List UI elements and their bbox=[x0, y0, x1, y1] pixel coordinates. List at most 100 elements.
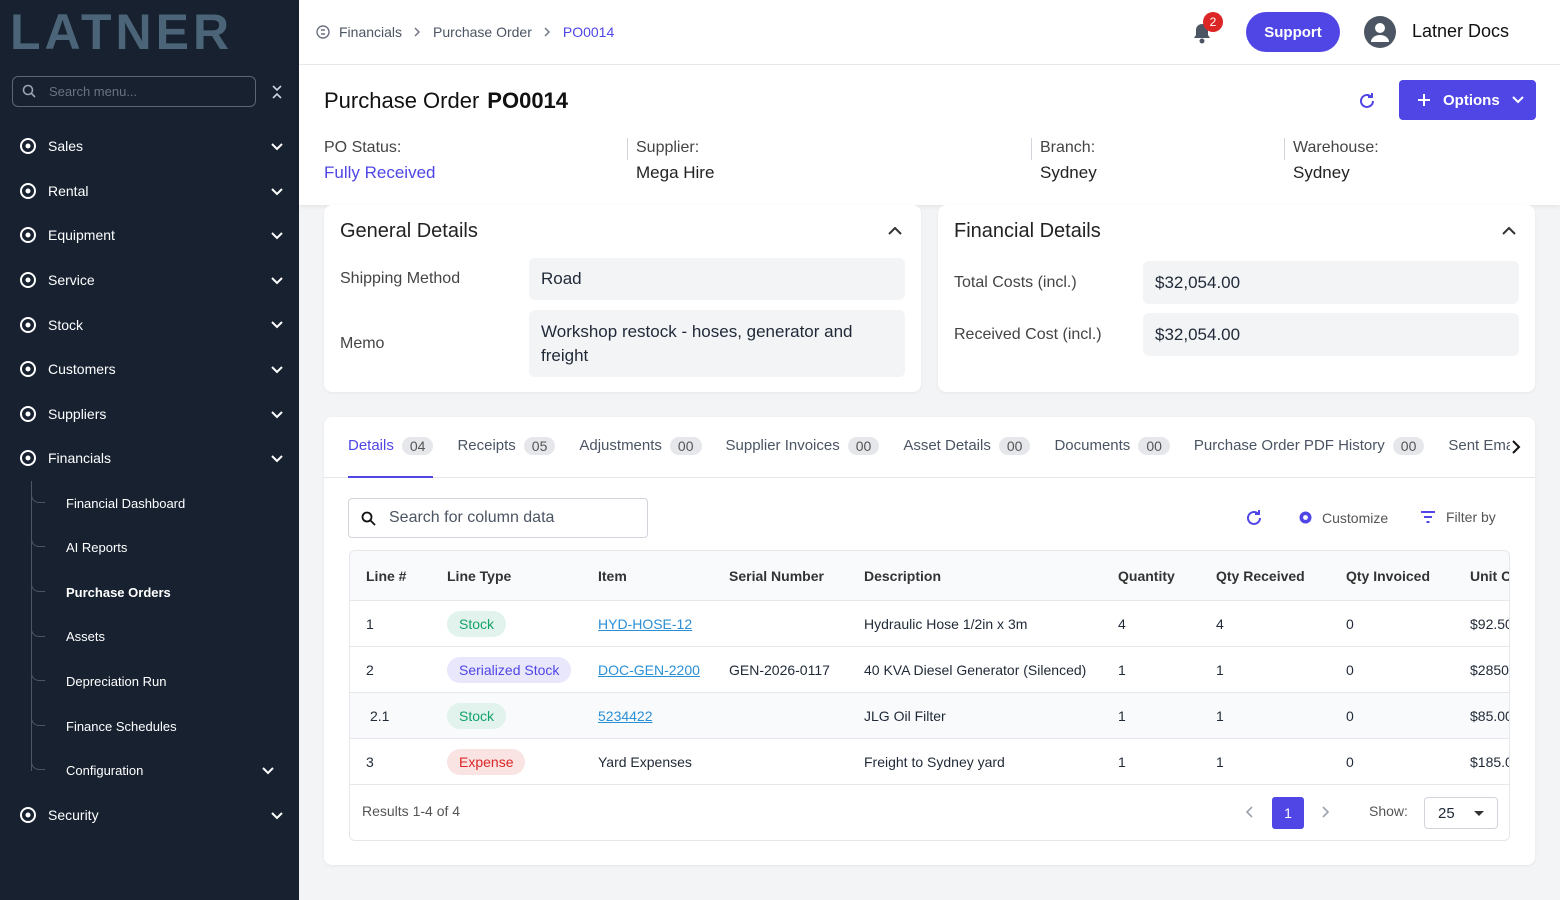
user-name[interactable]: Latner Docs bbox=[1412, 21, 1510, 41]
menu-label: Service bbox=[48, 272, 95, 289]
tab[interactable]: Details 04 bbox=[348, 431, 434, 478]
cell: 1 bbox=[1216, 753, 1224, 770]
menu-item[interactable]: Sales bbox=[0, 124, 299, 169]
status-value: Fully Received bbox=[324, 163, 436, 182]
page-size-select[interactable]: 25 bbox=[1424, 797, 1498, 829]
tab-label: Purchase Order PDF History bbox=[1193, 437, 1385, 454]
cell: $92.50 bbox=[1470, 615, 1510, 632]
breadcrumb: Financials Purchase Order PO0014 bbox=[315, 20, 614, 44]
column-search[interactable]: Search for column data bbox=[348, 498, 648, 538]
submenu-item[interactable]: AI Reports bbox=[0, 525, 299, 570]
table-refresh[interactable] bbox=[1244, 508, 1264, 528]
submenu-item[interactable]: Assets bbox=[0, 615, 299, 660]
plus-icon bbox=[1418, 94, 1430, 106]
tab[interactable]: Asset Details 00 bbox=[903, 431, 1031, 478]
support-button[interactable]: Support bbox=[1246, 12, 1340, 52]
tab[interactable]: Sent Emails bbox=[1448, 431, 1510, 478]
search-icon bbox=[361, 511, 376, 526]
menu: Sales Rental Equipment Service Stock Customer… bbox=[0, 124, 299, 838]
menu-item[interactable]: Stock bbox=[0, 302, 299, 347]
cell: 1 bbox=[1118, 753, 1126, 770]
cell: Expense bbox=[447, 739, 526, 784]
title-id: PO0014 bbox=[487, 88, 569, 113]
tree-branch bbox=[31, 625, 45, 637]
next-page[interactable] bbox=[1322, 806, 1330, 818]
collapse-icon[interactable] bbox=[270, 84, 284, 100]
status-label: PO Status: bbox=[324, 139, 402, 156]
filter-label: Filter by bbox=[1446, 509, 1496, 525]
tab[interactable]: Supplier Invoices 00 bbox=[726, 431, 880, 478]
customize-button[interactable]: Customize bbox=[1297, 509, 1388, 526]
tab[interactable]: Purchase Order PDF History 00 bbox=[1193, 431, 1425, 478]
chevron bbox=[271, 187, 283, 196]
breadcrumb-item[interactable]: Financials bbox=[339, 24, 403, 40]
tabs: Details 04 Receipts 05 Adjustments 00 Supplier… bbox=[348, 431, 1510, 478]
collapse-icon bbox=[1502, 227, 1516, 235]
general-card: General Details Shipping Method Road Memo Wo… bbox=[324, 205, 921, 392]
cell: JLG Oil Filter bbox=[864, 707, 946, 724]
refresh-icon[interactable] bbox=[1357, 91, 1377, 111]
menu-search[interactable]: Search menu... bbox=[12, 76, 256, 107]
menu-icon bbox=[20, 361, 36, 378]
field-value: $32,054.00 bbox=[1143, 313, 1519, 356]
options-button[interactable]: Options bbox=[1399, 80, 1536, 120]
table-row[interactable]: 1 Stock HYD-HOSE-12 Hydraulic Hose 1/2in x … bbox=[350, 601, 1510, 647]
menu-item[interactable]: Security bbox=[0, 793, 299, 838]
line-type-badge: Serialized Stock bbox=[447, 656, 572, 683]
sidebar: LATNER Search menu... Sales Rental Equipme… bbox=[0, 0, 299, 900]
menu-item[interactable]: Service bbox=[0, 258, 299, 303]
menu-item[interactable]: Rental bbox=[0, 169, 299, 214]
avatar[interactable] bbox=[1364, 16, 1396, 48]
menu-item[interactable]: Equipment bbox=[0, 213, 299, 258]
tab-divider bbox=[324, 477, 1535, 478]
cell: 3 bbox=[366, 753, 374, 770]
tab-count: 00 bbox=[998, 437, 1031, 455]
tab-label: Adjustments bbox=[579, 437, 662, 454]
menu-item[interactable]: Suppliers bbox=[0, 392, 299, 437]
show-label: Show: bbox=[1369, 803, 1408, 819]
menu-item[interactable]: Financials bbox=[0, 436, 299, 481]
column-header: Qty Received bbox=[1216, 567, 1305, 584]
status-divider bbox=[1284, 138, 1285, 160]
table-row[interactable]: 3 Expense Yard Expenses Freight to Sydney y… bbox=[350, 739, 1509, 785]
chevron bbox=[271, 277, 283, 285]
menu-icon bbox=[20, 138, 36, 155]
tab-count: 00 bbox=[1138, 437, 1170, 455]
field-label: Shipping Method bbox=[340, 270, 461, 287]
tab-scroll[interactable] bbox=[1511, 440, 1521, 454]
tree-branch bbox=[31, 759, 45, 771]
menu-label: Suppliers bbox=[48, 405, 107, 422]
tab[interactable]: Adjustments 00 bbox=[579, 431, 702, 478]
status-value: Sydney bbox=[1040, 163, 1097, 182]
submenu-item[interactable]: Financial Dashboard bbox=[0, 481, 299, 526]
filter-button[interactable]: Filter by bbox=[1420, 509, 1496, 525]
table-row[interactable]: 2 Serialized Stock DOC-GEN-2200 GEN-2026-01… bbox=[350, 647, 1509, 693]
submenu-item[interactable]: Configuration bbox=[0, 748, 299, 793]
page-size: 25 bbox=[1438, 804, 1455, 822]
menu-item[interactable]: Customers bbox=[0, 347, 299, 392]
column-header: Unit Cost bbox=[1470, 567, 1509, 584]
tab-label: Asset Details bbox=[903, 437, 991, 454]
item-link[interactable]: 5234422 bbox=[598, 707, 653, 724]
field-label: Memo bbox=[340, 334, 385, 352]
submenu: Financial Dashboard AI Reports Purchase Or… bbox=[0, 480, 299, 793]
card-title: Financial Details bbox=[954, 220, 1101, 242]
cell: 2.1 bbox=[370, 707, 390, 724]
chevron bbox=[262, 767, 274, 775]
prev-page[interactable] bbox=[1245, 806, 1253, 818]
breadcrumb-item[interactable]: Purchase Order bbox=[433, 24, 532, 40]
submenu-item[interactable]: Purchase Orders bbox=[0, 570, 299, 615]
tab[interactable]: Receipts 05 bbox=[457, 431, 556, 478]
page-button[interactable]: 1 bbox=[1272, 797, 1304, 829]
submenu-item[interactable]: Finance Schedules bbox=[0, 704, 299, 749]
table-row[interactable]: 2.1 Stock 5234422 JLG Oil Filter 1 1 0 $85.00 bbox=[350, 693, 1509, 739]
submenu-label: Assets bbox=[66, 629, 106, 645]
item-link[interactable]: DOC-GEN-2200 bbox=[598, 661, 700, 678]
tab-count: 04 bbox=[401, 437, 434, 455]
breadcrumb-item[interactable]: PO0014 bbox=[562, 24, 615, 40]
submenu-label: AI Reports bbox=[66, 540, 128, 556]
line-type-badge: Stock bbox=[447, 610, 507, 637]
tab[interactable]: Documents 00 bbox=[1054, 431, 1170, 478]
submenu-item[interactable]: Depreciation Run bbox=[0, 659, 299, 704]
item-link[interactable]: HYD-HOSE-12 bbox=[598, 615, 693, 632]
